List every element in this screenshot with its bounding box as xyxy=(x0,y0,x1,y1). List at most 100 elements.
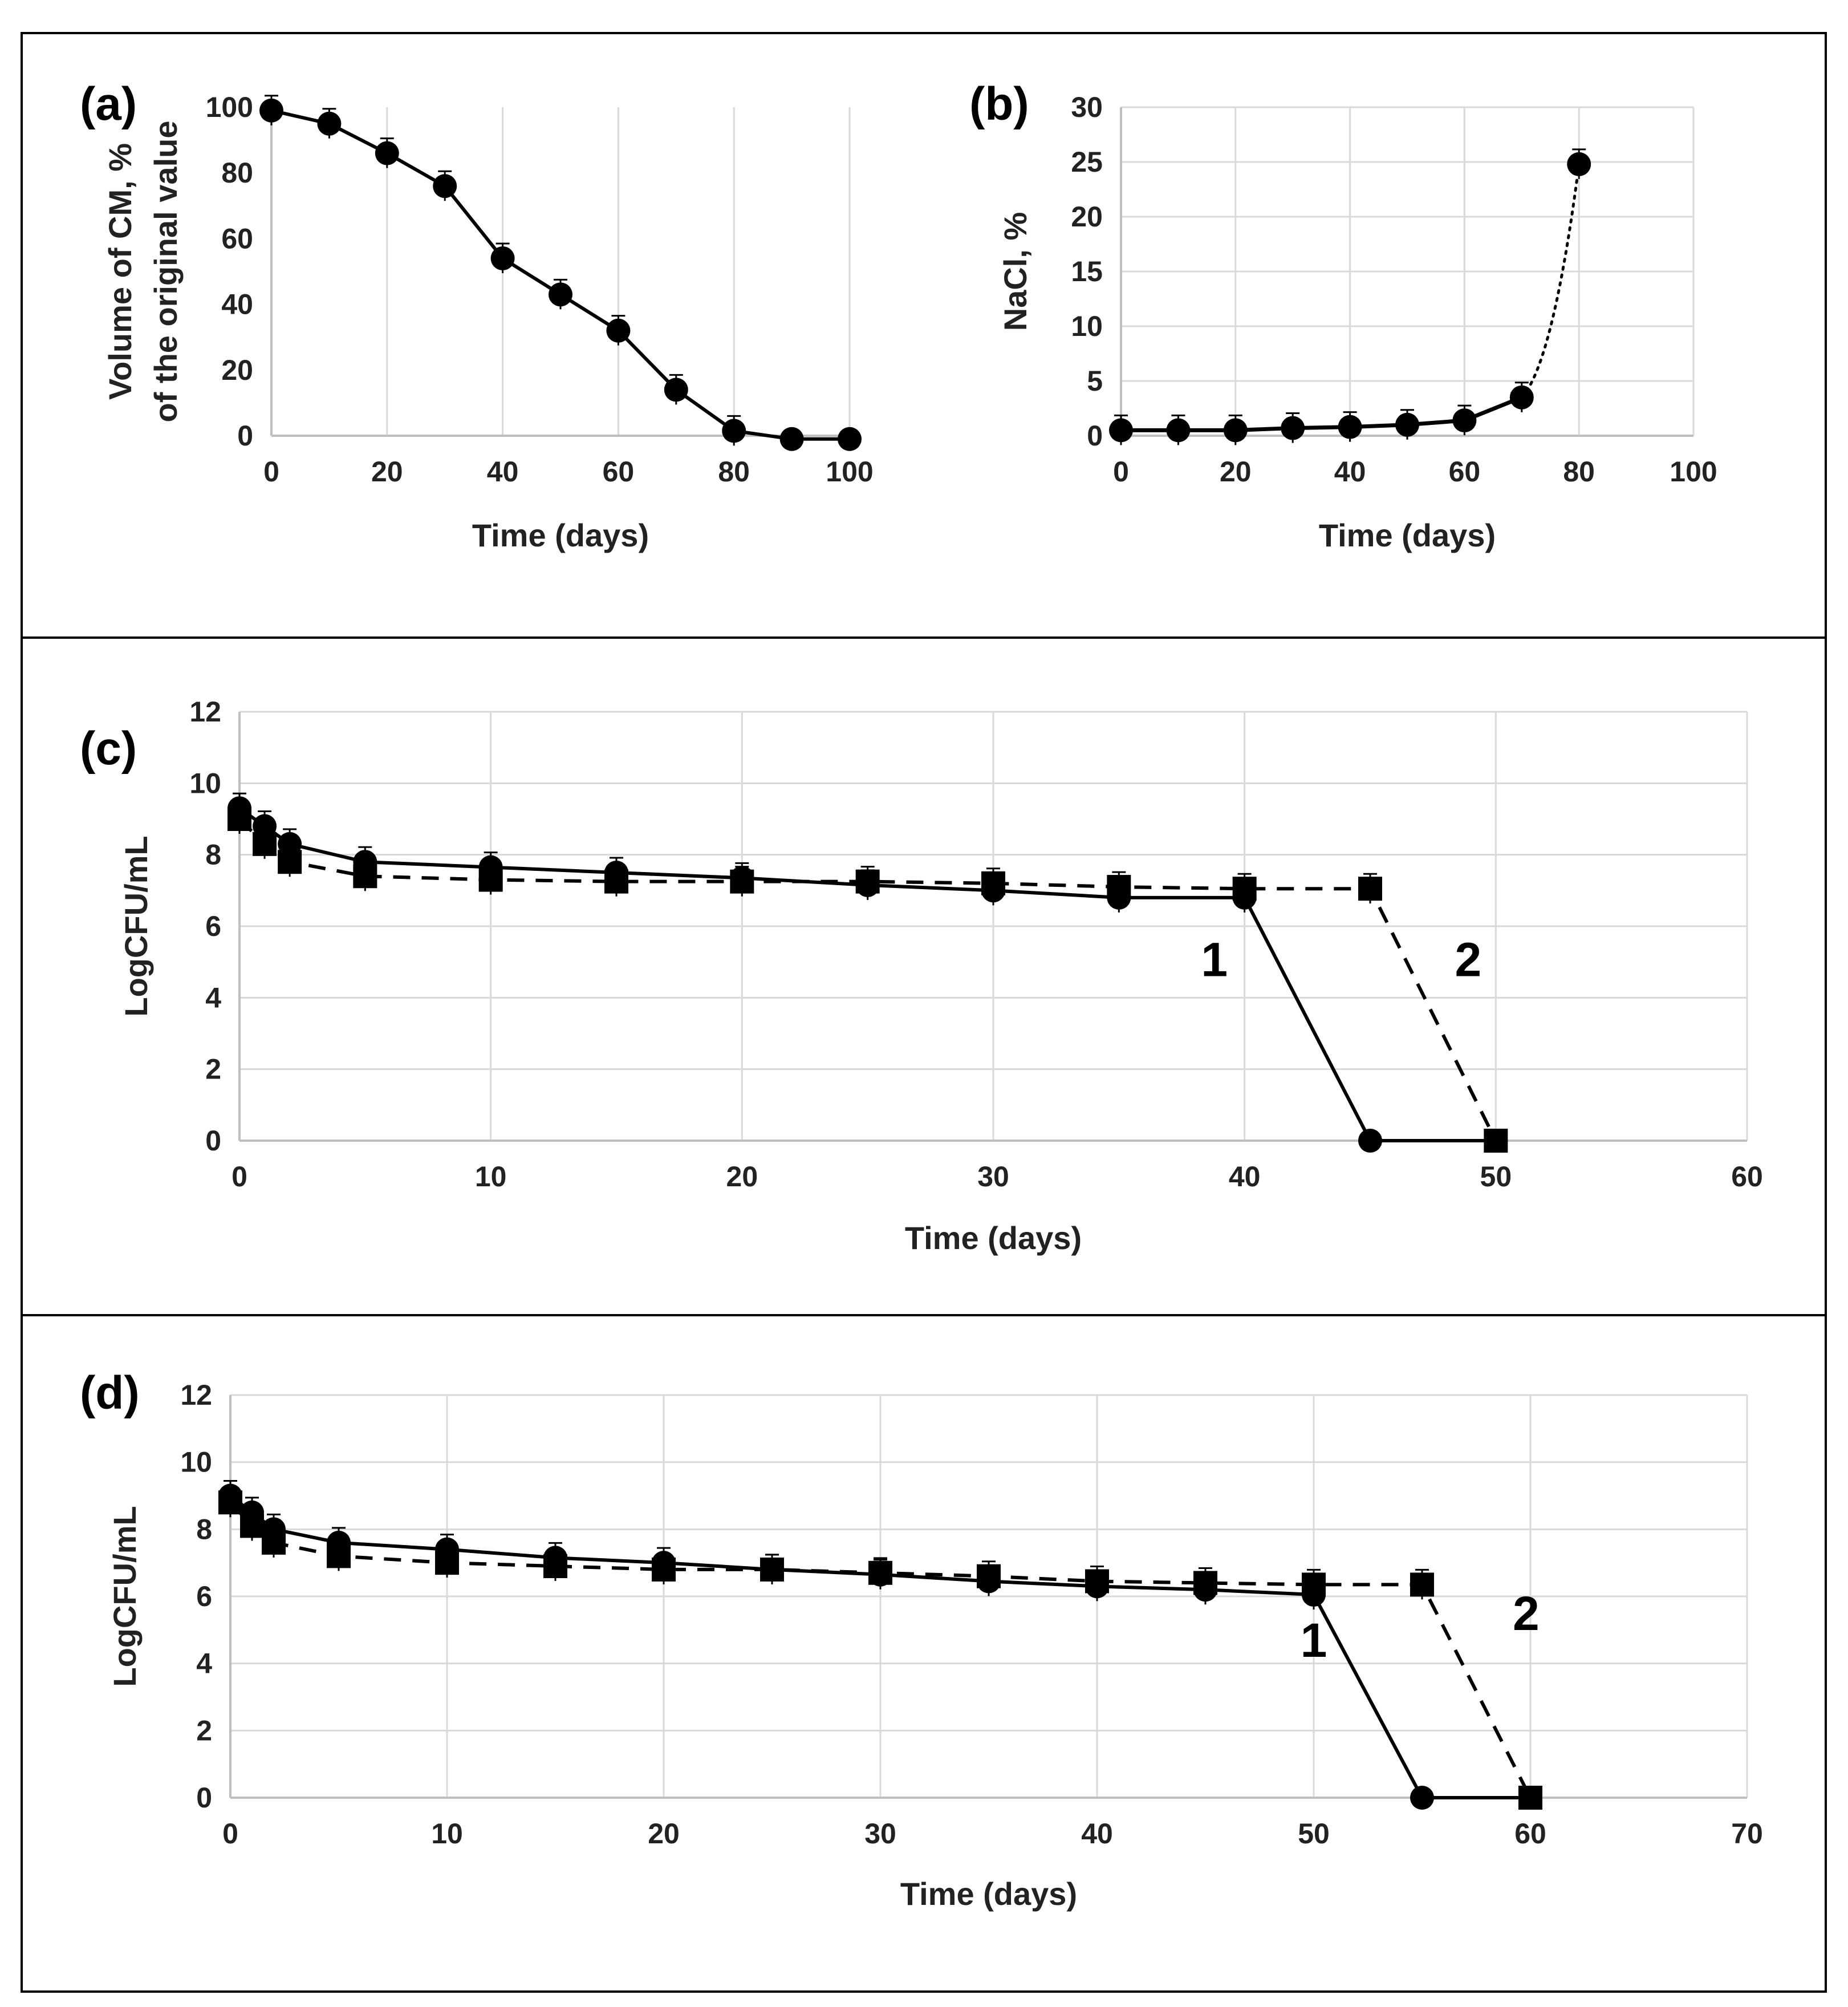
x-tick-label: 40 xyxy=(1334,456,1366,488)
chart-b: 0 20 40 60 80 100 0 5 10 15 20 25 30 Time (days) NaCl,… xyxy=(969,78,1717,553)
x-tick-label: 100 xyxy=(826,456,873,488)
y-tick-label: 4 xyxy=(196,1648,212,1680)
series-annotation: 1 xyxy=(1301,1613,1327,1667)
y-tick-label: 0 xyxy=(205,1125,221,1157)
data-point-circle xyxy=(1395,412,1419,437)
data-point-square xyxy=(262,1530,286,1555)
data-point-square xyxy=(1302,1572,1326,1597)
data-point-square xyxy=(327,1544,351,1568)
x-axis-title: Time (days) xyxy=(900,1876,1077,1912)
data-point-square xyxy=(981,871,1005,895)
x-tick-label: 80 xyxy=(718,456,750,488)
series-line-dotted xyxy=(1520,163,1581,399)
data-point-circle xyxy=(1358,1129,1382,1153)
data-point-square xyxy=(218,1490,242,1515)
y-tick-label: 60 xyxy=(221,222,253,254)
data-point-circle xyxy=(317,111,342,136)
data-point-circle xyxy=(779,427,804,451)
x-tick-label: 60 xyxy=(1514,1818,1546,1850)
data-point-square xyxy=(435,1551,459,1575)
x-tick-label: 30 xyxy=(864,1818,896,1850)
x-tick-label: 20 xyxy=(648,1818,680,1850)
y-tick-label: 0 xyxy=(196,1782,212,1814)
y-tick-label: 12 xyxy=(189,696,221,728)
data-point-circle xyxy=(1109,418,1133,443)
data-point-circle xyxy=(490,246,515,270)
x-tick-label: 20 xyxy=(371,456,403,488)
x-axis-title: Time (days) xyxy=(1319,517,1496,553)
x-tick-label: 50 xyxy=(1480,1161,1512,1193)
y-tick-label: 2 xyxy=(205,1053,221,1085)
y-tick-label: 8 xyxy=(196,1513,212,1545)
data-point-square xyxy=(652,1557,676,1582)
y-axis-title: LogCFU/mL xyxy=(107,1506,143,1686)
y-tick-label: 2 xyxy=(196,1714,212,1746)
y-tick-label: 40 xyxy=(221,289,253,321)
series-line xyxy=(229,1501,1532,1799)
x-tick-label: 20 xyxy=(1220,456,1252,488)
data-point-square xyxy=(1518,1786,1542,1810)
data-point-circle xyxy=(722,419,746,443)
data-point-circle xyxy=(259,98,283,123)
series-annotation: 1 xyxy=(1201,933,1228,987)
data-point-circle xyxy=(606,318,631,343)
y-tick-label: 25 xyxy=(1071,146,1103,178)
y-tick-label: 6 xyxy=(205,910,221,942)
y-axis-title: NaCl, % xyxy=(997,212,1033,331)
data-point-square xyxy=(855,869,880,894)
y-tick-label: 8 xyxy=(205,839,221,871)
x-tick-label: 60 xyxy=(1449,456,1481,488)
y-axis-title: of the original value xyxy=(148,121,184,423)
panel-label: (c) xyxy=(80,723,137,775)
data-point-square xyxy=(1410,1572,1434,1597)
data-point-circle xyxy=(1509,385,1534,409)
data-point-circle xyxy=(1281,416,1305,440)
data-point-square xyxy=(478,867,503,892)
y-tick-label: 80 xyxy=(221,157,253,189)
y-tick-label: 10 xyxy=(189,767,221,799)
y-axis-title: Volume of CM, % xyxy=(102,143,138,400)
y-axis-title: LogCFU/mL xyxy=(118,836,154,1016)
x-tick-label: 100 xyxy=(1670,456,1717,488)
y-tick-label: 100 xyxy=(206,91,253,123)
x-tick-label: 0 xyxy=(231,1161,247,1193)
y-tick-label: 6 xyxy=(196,1580,212,1612)
y-tick-label: 15 xyxy=(1071,256,1103,287)
x-tick-label: 60 xyxy=(603,456,635,488)
data-point-square xyxy=(228,807,251,831)
x-axis-title: Time (days) xyxy=(472,517,649,553)
data-point-square xyxy=(760,1557,784,1582)
chart-a: 0 20 40 60 80 100 0 20 40 60 80 100 Time (days) Volum… xyxy=(80,78,874,553)
y-tick-label: 4 xyxy=(205,982,221,1013)
x-tick-label: 30 xyxy=(977,1161,1009,1193)
panel-label: (d) xyxy=(80,1367,140,1419)
data-point-square xyxy=(1107,875,1131,899)
data-point-circle xyxy=(664,378,688,402)
y-tick-label: 0 xyxy=(1087,420,1103,452)
data-point-circle xyxy=(1223,418,1248,443)
data-point-square xyxy=(240,1514,264,1538)
x-tick-label: 0 xyxy=(263,456,279,488)
data-point-square xyxy=(1358,877,1382,901)
data-point-circle xyxy=(1410,1786,1434,1810)
data-point-square xyxy=(278,850,302,874)
x-tick-label: 40 xyxy=(487,456,519,488)
data-point-circle xyxy=(1338,415,1362,439)
x-tick-label: 10 xyxy=(431,1818,463,1850)
data-point-square xyxy=(1085,1569,1109,1594)
x-tick-label: 70 xyxy=(1731,1818,1763,1850)
series-annotation: 2 xyxy=(1513,1587,1540,1640)
data-point-square xyxy=(1484,1129,1508,1153)
data-point-circle xyxy=(1567,152,1591,176)
y-tick-label: 20 xyxy=(221,354,253,386)
panel-label: (a) xyxy=(80,78,137,130)
x-tick-label: 60 xyxy=(1731,1161,1763,1193)
y-tick-label: 10 xyxy=(180,1446,212,1478)
panel-frame-d xyxy=(21,1314,1827,1993)
data-point-circle xyxy=(1166,418,1191,443)
x-tick-label: 10 xyxy=(475,1161,507,1193)
data-point-circle xyxy=(433,174,457,198)
x-tick-label: 50 xyxy=(1298,1818,1330,1850)
y-tick-label: 12 xyxy=(180,1379,212,1411)
